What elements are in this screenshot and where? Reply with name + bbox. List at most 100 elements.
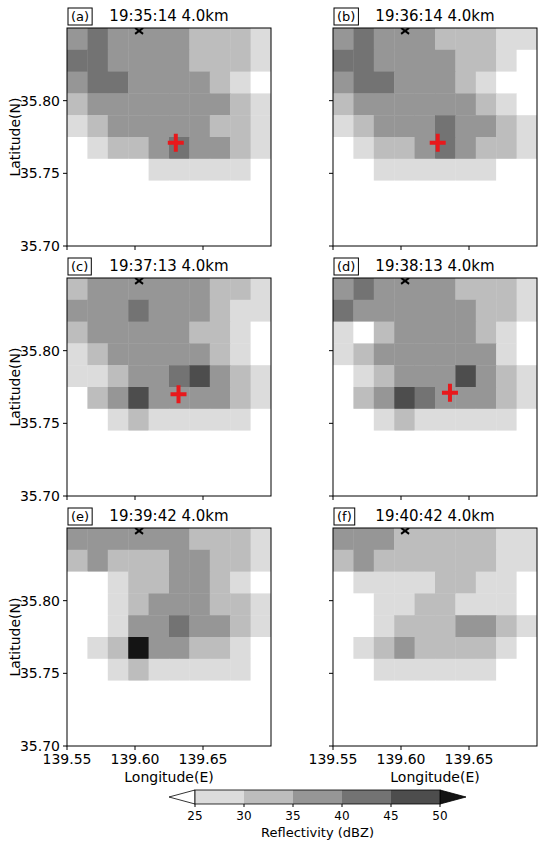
cell [374,181,395,203]
cell [67,452,88,474]
cell [415,593,436,615]
cell [149,550,170,572]
cell [476,724,497,746]
x-tick [135,496,136,500]
cell [394,115,415,137]
colorbar-extend-low [169,790,195,804]
cell [189,572,210,594]
cell [67,28,88,50]
cell [374,724,395,746]
cell [189,202,210,224]
colorbar-frame [195,790,440,804]
cell [496,387,517,409]
x-tick-label: 139.60 [111,751,160,767]
cell [67,93,88,115]
cell [435,615,456,637]
cell [476,224,497,246]
cell [455,702,476,724]
colorbar-tick-label: 35 [285,809,300,823]
cell [496,615,517,637]
cell [496,659,517,681]
colorbar-tick-label: 25 [187,809,202,823]
x-tick [203,496,204,500]
panel-letter-box [68,508,92,525]
cell [333,681,354,703]
cell [476,365,497,387]
cell [476,72,497,94]
cell [333,300,354,322]
cell [67,659,88,681]
cell [230,202,251,224]
cell [108,550,129,572]
cell [415,50,436,72]
cell [67,181,88,203]
cell [251,50,271,72]
cell [169,550,190,572]
cell [353,181,374,203]
cell [394,572,415,594]
cell [87,572,108,594]
cell [517,181,537,203]
cell [87,637,108,659]
cell [210,702,231,724]
cell [333,724,354,746]
cell [210,637,231,659]
cell [149,72,170,94]
x-tick [333,496,334,500]
cell [476,593,497,615]
cell [251,72,271,94]
cell [496,72,517,94]
cell [189,137,210,159]
panel-letter: (d) [337,259,355,274]
colorbar-title: Reflectivity (dBZ) [261,825,374,840]
cell [149,387,170,409]
frame [67,28,271,246]
cell [230,181,251,203]
cell [210,550,231,572]
frame [67,278,271,496]
cell [128,474,149,496]
cell [517,224,537,246]
cell [128,278,149,300]
cell [435,702,456,724]
cell [67,50,88,72]
y-axis-title: Latitude(N) [7,97,23,176]
cell [251,593,271,615]
cell [210,365,231,387]
cell [169,93,190,115]
colorbar-tick [440,804,441,807]
panel-letter: (e) [71,509,89,524]
cell [230,365,251,387]
cell [333,637,354,659]
cell [230,659,251,681]
cell [189,593,210,615]
cell [87,300,108,322]
cell [374,300,395,322]
cell [353,93,374,115]
y-tick [329,350,333,351]
cell [189,409,210,431]
cell [374,343,395,365]
cell [415,615,436,637]
cell [189,452,210,474]
cell [455,724,476,746]
cell [128,322,149,344]
cell [353,202,374,224]
cell [476,137,497,159]
cell [415,702,436,724]
cell [415,681,436,703]
cell [108,702,129,724]
x-tick [203,746,204,750]
cell [230,593,251,615]
plot-area [333,528,537,746]
cell [149,452,170,474]
cell [353,431,374,453]
cell [210,593,231,615]
cell [394,681,415,703]
cell [435,681,456,703]
cell [128,452,149,474]
cell [517,387,537,409]
cell [476,409,497,431]
cell [455,137,476,159]
cell [517,343,537,365]
